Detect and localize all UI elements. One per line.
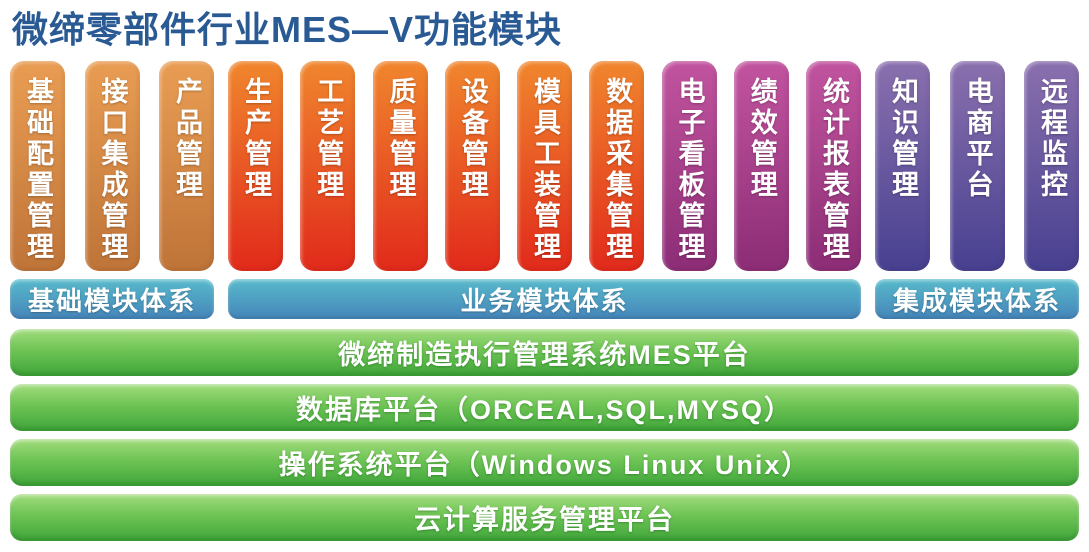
- module-pill-label: 绩效管理: [746, 77, 777, 202]
- module-pill: 远程监控: [1024, 61, 1079, 272]
- section-business-modules: 生产管理 工艺管理 质量管理 设备管理 模具工装管理 数据采集管理 电子看板管理…: [228, 61, 861, 320]
- layer-mes-platform: 微缔制造执行管理系统MES平台: [10, 329, 1079, 377]
- module-pill: 质量管理: [372, 61, 428, 272]
- module-pill-label: 数据采集管理: [602, 77, 633, 264]
- platform-layers: 微缔制造执行管理系统MES平台 数据库平台（ORCEAL,SQL,MYSQ） 操…: [10, 329, 1079, 542]
- module-pill: 设备管理: [444, 61, 500, 272]
- layer-cloud-platform: 云计算服务管理平台: [10, 494, 1079, 542]
- module-pill-label: 统计报表管理: [819, 77, 849, 264]
- module-pill: 工艺管理: [300, 61, 356, 272]
- module-pill-label: 设备管理: [457, 77, 488, 202]
- module-pill-label: 生产管理: [241, 77, 271, 202]
- module-pill: 模具工装管理: [517, 61, 572, 272]
- tier-bar-business: 业务模块体系: [228, 279, 861, 320]
- integration-pill-row: 知识管理 电商平台 远程监控: [875, 61, 1079, 272]
- module-pill: 统计报表管理: [806, 61, 861, 272]
- layer-database-platform: 数据库平台（ORCEAL,SQL,MYSQ）: [10, 384, 1079, 432]
- module-pill-label: 质量管理: [385, 77, 416, 202]
- tier-bar-integration: 集成模块体系: [875, 279, 1079, 320]
- module-pill-label: 知识管理: [888, 77, 918, 202]
- module-sections-row: 基础配置管理 接口集成管理 产品管理 基础模块体系 生产管理 工艺管理 质量管理…: [10, 61, 1079, 320]
- module-pill: 知识管理: [875, 61, 930, 272]
- module-pill: 数据采集管理: [589, 61, 645, 272]
- module-pill-label: 工艺管理: [313, 77, 344, 202]
- module-pill: 接口集成管理: [84, 61, 140, 272]
- module-pill-label: 产品管理: [172, 77, 202, 202]
- module-pill: 基础配置管理: [10, 61, 65, 272]
- basic-pill-row: 基础配置管理 接口集成管理 产品管理: [10, 61, 214, 272]
- module-pill-label: 电子看板管理: [674, 77, 705, 264]
- module-pill: 电子看板管理: [661, 61, 717, 272]
- module-pill-label: 远程监控: [1037, 77, 1067, 202]
- module-pill-label: 基础配置管理: [23, 77, 53, 264]
- module-pill-label: 电商平台: [962, 77, 993, 202]
- module-pill: 产品管理: [159, 61, 214, 272]
- module-pill: 生产管理: [228, 61, 283, 272]
- section-basic-modules: 基础配置管理 接口集成管理 产品管理 基础模块体系: [10, 61, 214, 320]
- module-pill-label: 模具工装管理: [530, 77, 560, 264]
- module-pill-label: 接口集成管理: [97, 77, 128, 264]
- tier-bar-basic: 基础模块体系: [10, 279, 214, 320]
- module-pill: 绩效管理: [733, 61, 789, 272]
- module-pill: 电商平台: [949, 61, 1005, 272]
- business-pill-row: 生产管理 工艺管理 质量管理 设备管理 模具工装管理 数据采集管理 电子看板管理…: [228, 61, 861, 272]
- diagram-title: 微缔零部件行业MES—V功能模块: [12, 9, 563, 50]
- layer-os-platform: 操作系统平台（Windows Linux Unix）: [10, 439, 1079, 487]
- section-integration-modules: 知识管理 电商平台 远程监控 集成模块体系: [875, 61, 1079, 320]
